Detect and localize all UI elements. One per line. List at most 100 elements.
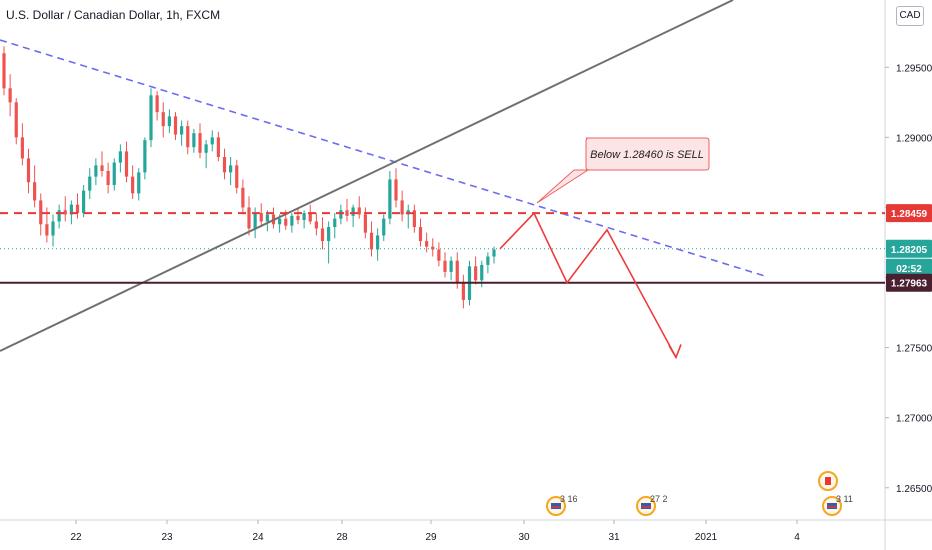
- candle-body: [33, 182, 37, 201]
- candle-body: [339, 210, 343, 219]
- candle-body: [173, 116, 178, 135]
- event-count: 3 16: [560, 494, 578, 504]
- candle-body: [131, 176, 135, 194]
- candle-body: [241, 187, 245, 208]
- countdown-label: 02:52: [896, 264, 922, 275]
- candle-body: [14, 102, 18, 138]
- candle-body: [320, 228, 325, 242]
- candle-body: [314, 221, 318, 229]
- projection-path[interactable]: [499, 211, 677, 358]
- candle-body: [461, 283, 465, 300]
- candle-body: [388, 179, 392, 219]
- current-price-label: 1.28205: [891, 245, 928, 256]
- candle-body: [149, 95, 153, 141]
- candle-body: [2, 53, 6, 89]
- y-tick-label: 1.26500: [896, 484, 932, 495]
- x-tick-label: 23: [161, 532, 173, 543]
- candle-body: [204, 144, 208, 153]
- projection-arrowhead: [668, 344, 682, 360]
- maple-leaf-icon: [825, 477, 831, 485]
- candle-body: [455, 260, 459, 284]
- candle-body: [222, 156, 227, 173]
- candle-body: [296, 215, 300, 221]
- candle-body: [88, 176, 92, 191]
- x-tick-label: 31: [608, 532, 620, 543]
- candle-body: [278, 218, 282, 225]
- candle-body: [39, 200, 43, 225]
- candle-body: [69, 204, 73, 215]
- candle-body: [382, 218, 386, 236]
- sell-level-label-bg: [886, 204, 932, 223]
- candle-body: [180, 126, 184, 135]
- candle-body: [192, 133, 196, 148]
- candle-body: [75, 204, 80, 214]
- currency-button[interactable]: CAD: [896, 6, 924, 26]
- candle-body: [290, 215, 294, 226]
- candle-body: [412, 210, 416, 228]
- annotation-callout[interactable]: [536, 137, 710, 204]
- ascending-trendline[interactable]: [0, 0, 734, 352]
- candle-body: [418, 227, 423, 242]
- event-count: 3 11: [836, 494, 853, 504]
- candle-body: [124, 151, 129, 177]
- candle-body: [155, 95, 159, 113]
- candle-body: [100, 165, 104, 171]
- us-flag-stripes-icon: [641, 503, 651, 509]
- candle-body: [247, 207, 251, 229]
- candle-body: [229, 165, 233, 173]
- candle-body: [82, 190, 86, 214]
- candle-body: [449, 260, 453, 272]
- candle-body: [106, 170, 110, 186]
- candle-body: [167, 116, 171, 127]
- candle-body: [8, 88, 12, 103]
- x-tick-label: 4: [794, 532, 800, 543]
- candle-body: [333, 218, 337, 228]
- y-tick-label: 1.29000: [896, 133, 932, 144]
- support-level-label: 1.27963: [891, 279, 928, 290]
- candle-body: [20, 137, 24, 159]
- candle-body: [259, 213, 263, 222]
- candle-body: [425, 241, 429, 247]
- candle-body: [308, 213, 312, 222]
- candle-body: [376, 235, 380, 250]
- y-tick-label: 1.27500: [896, 344, 932, 355]
- x-tick-label: 22: [70, 532, 82, 543]
- candle-body: [265, 214, 269, 222]
- candle-body: [327, 227, 331, 242]
- x-tick-label: 30: [518, 532, 530, 543]
- candle-body: [363, 214, 367, 233]
- candle-body: [235, 165, 239, 188]
- us-flag-stripes-icon: [827, 503, 837, 509]
- candle-body: [51, 221, 55, 236]
- candle-body: [57, 210, 61, 222]
- candle-body: [63, 210, 67, 215]
- candle-body: [161, 112, 165, 127]
- candle-body: [210, 137, 214, 145]
- chart-title: U.S. Dollar / Canadian Dollar, 1h, FXCM: [6, 8, 221, 22]
- x-tick-label: 24: [252, 532, 264, 543]
- annotation-text: Below 1.28460 is SELL: [590, 149, 704, 161]
- candle-body: [351, 207, 355, 216]
- support-level-label-bg: [886, 273, 932, 292]
- y-tick-label: 1.29500: [896, 63, 932, 74]
- x-tick-label: 28: [336, 532, 348, 543]
- candle-body: [302, 213, 306, 221]
- event-count: 27 2: [650, 494, 668, 504]
- candle-body: [198, 133, 202, 153]
- candle-body: [437, 249, 441, 261]
- us-flag-stripes-icon: [551, 503, 561, 509]
- candle-body: [357, 207, 361, 215]
- candle-body: [394, 179, 398, 201]
- candle-body: [486, 256, 490, 265]
- candle-body: [26, 158, 31, 183]
- x-tick-label: 29: [425, 532, 437, 543]
- candle-body: [369, 232, 374, 250]
- candle-body: [94, 165, 98, 177]
- candle-body: [431, 246, 435, 250]
- candle-body: [143, 140, 147, 173]
- sell-level-label: 1.28459: [891, 209, 928, 220]
- descending-trendline[interactable]: [0, 39, 769, 278]
- candle-body: [474, 266, 478, 281]
